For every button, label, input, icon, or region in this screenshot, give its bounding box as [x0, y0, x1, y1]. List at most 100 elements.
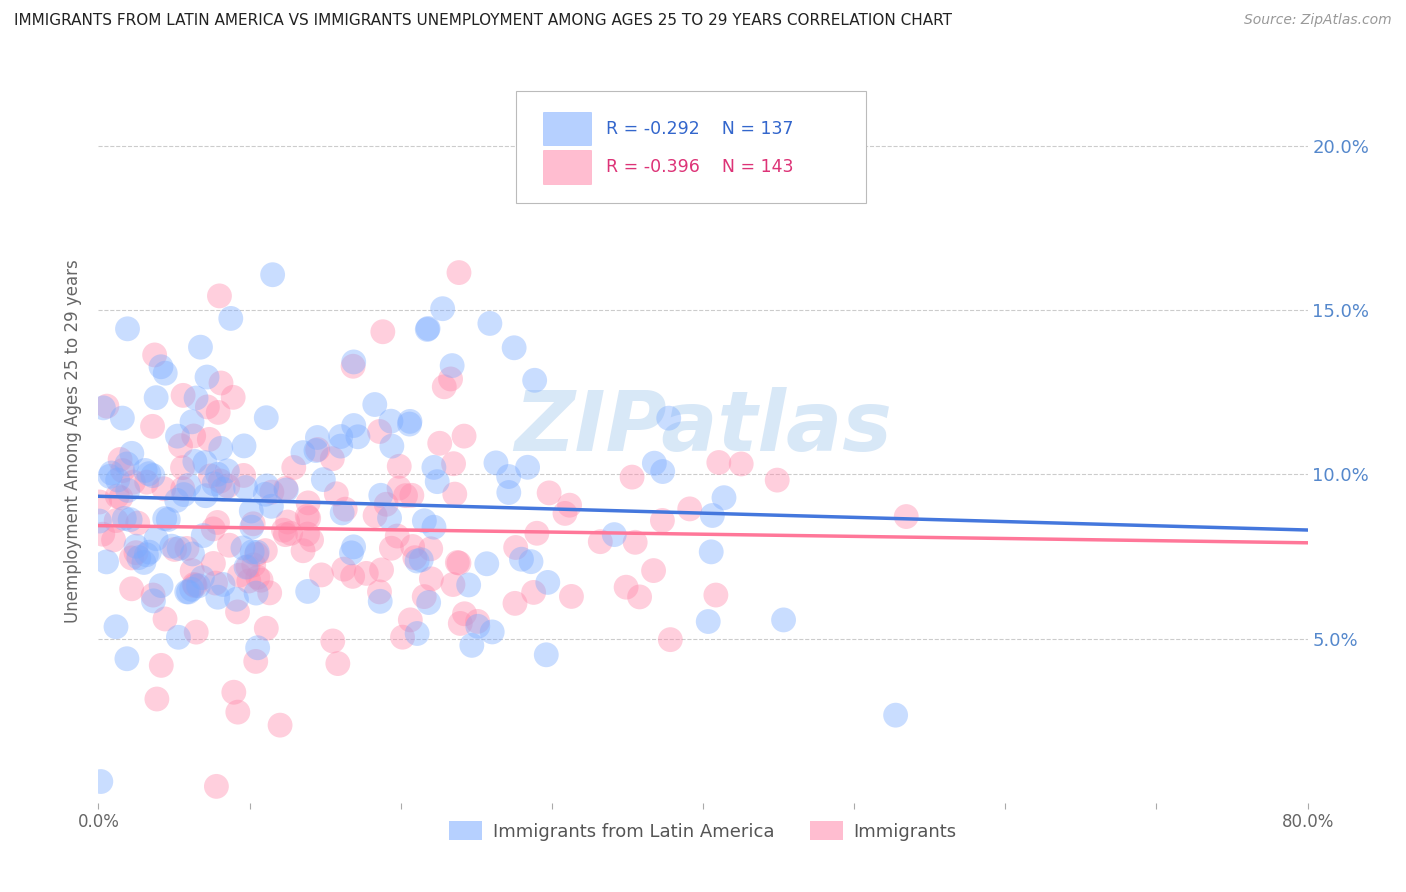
- Point: [364, 508, 387, 523]
- Point: [236, 560, 259, 574]
- Point: [505, 541, 527, 555]
- Point: [291, 445, 314, 459]
- Point: [704, 588, 727, 602]
- Point: [401, 540, 423, 554]
- Point: [120, 513, 142, 527]
- Point: [262, 268, 284, 282]
- Point: [538, 486, 561, 500]
- Point: [503, 341, 526, 355]
- Point: [93, 401, 115, 415]
- Point: [467, 619, 489, 633]
- Point: [89, 495, 111, 509]
- Point: [127, 516, 149, 530]
- Point: [145, 532, 167, 546]
- Point: [180, 582, 202, 597]
- Point: [276, 483, 298, 497]
- Point: [235, 481, 257, 495]
- Point: [280, 526, 302, 541]
- Point: [274, 527, 297, 541]
- Point: [142, 588, 165, 602]
- Point: [150, 658, 173, 673]
- Y-axis label: Unemployment Among Ages 25 to 29 years: Unemployment Among Ages 25 to 29 years: [63, 260, 82, 624]
- Point: [406, 626, 429, 640]
- Point: [150, 359, 173, 374]
- Point: [134, 463, 156, 477]
- Point: [449, 616, 471, 631]
- Point: [212, 577, 235, 591]
- Point: [169, 439, 191, 453]
- Point: [254, 487, 277, 501]
- Point: [100, 466, 122, 480]
- Point: [163, 542, 186, 557]
- Point: [420, 572, 443, 586]
- Point: [423, 460, 446, 475]
- Point: [207, 591, 229, 605]
- Point: [115, 457, 138, 471]
- Point: [326, 657, 349, 671]
- Point: [166, 429, 188, 443]
- Point: [766, 473, 789, 487]
- Point: [401, 488, 423, 502]
- Point: [772, 613, 794, 627]
- Point: [707, 455, 730, 469]
- Point: [177, 585, 200, 599]
- Point: [240, 545, 263, 559]
- Point: [240, 504, 263, 518]
- Point: [254, 543, 277, 558]
- Point: [105, 514, 128, 528]
- Point: [416, 321, 439, 335]
- Point: [184, 454, 207, 468]
- Point: [643, 456, 665, 470]
- Point: [330, 506, 353, 520]
- Point: [453, 429, 475, 443]
- Point: [246, 545, 269, 559]
- Point: [125, 539, 148, 553]
- Point: [475, 557, 498, 571]
- Point: [233, 439, 256, 453]
- Point: [560, 590, 582, 604]
- Point: [115, 651, 138, 665]
- Point: [347, 430, 370, 444]
- Point: [356, 566, 378, 581]
- Point: [260, 485, 283, 500]
- Point: [478, 317, 501, 331]
- Point: [207, 467, 229, 482]
- Point: [181, 547, 204, 561]
- Point: [183, 429, 205, 443]
- Point: [418, 596, 440, 610]
- Point: [416, 322, 439, 336]
- Point: [153, 612, 176, 626]
- Point: [679, 502, 702, 516]
- Text: IMMIGRANTS FROM LATIN AMERICA VS IMMIGRANTS UNEMPLOYMENT AMONG AGES 25 TO 29 YEA: IMMIGRANTS FROM LATIN AMERICA VS IMMIGRA…: [14, 13, 952, 29]
- Point: [368, 594, 391, 608]
- Point: [186, 625, 208, 640]
- Point: [329, 429, 352, 443]
- Point: [128, 550, 150, 565]
- Point: [388, 481, 411, 495]
- Point: [413, 590, 436, 604]
- Point: [404, 550, 426, 565]
- Point: [259, 586, 281, 600]
- Point: [364, 398, 387, 412]
- Text: Source: ZipAtlas.com: Source: ZipAtlas.com: [1244, 13, 1392, 28]
- Legend: Immigrants from Latin America, Immigrants: Immigrants from Latin America, Immigrant…: [441, 814, 965, 848]
- Point: [89, 514, 111, 528]
- Point: [246, 547, 269, 561]
- Point: [121, 446, 143, 460]
- Point: [387, 529, 409, 543]
- Point: [447, 556, 470, 570]
- Point: [218, 538, 240, 552]
- Point: [624, 535, 647, 549]
- Point: [651, 513, 673, 527]
- Point: [516, 460, 538, 475]
- Point: [110, 491, 132, 505]
- Point: [172, 388, 194, 402]
- Point: [297, 584, 319, 599]
- Point: [232, 468, 254, 483]
- Point: [697, 615, 720, 629]
- Point: [399, 613, 422, 627]
- Point: [399, 414, 422, 428]
- Point: [125, 546, 148, 560]
- Point: [406, 554, 429, 568]
- Point: [370, 563, 392, 577]
